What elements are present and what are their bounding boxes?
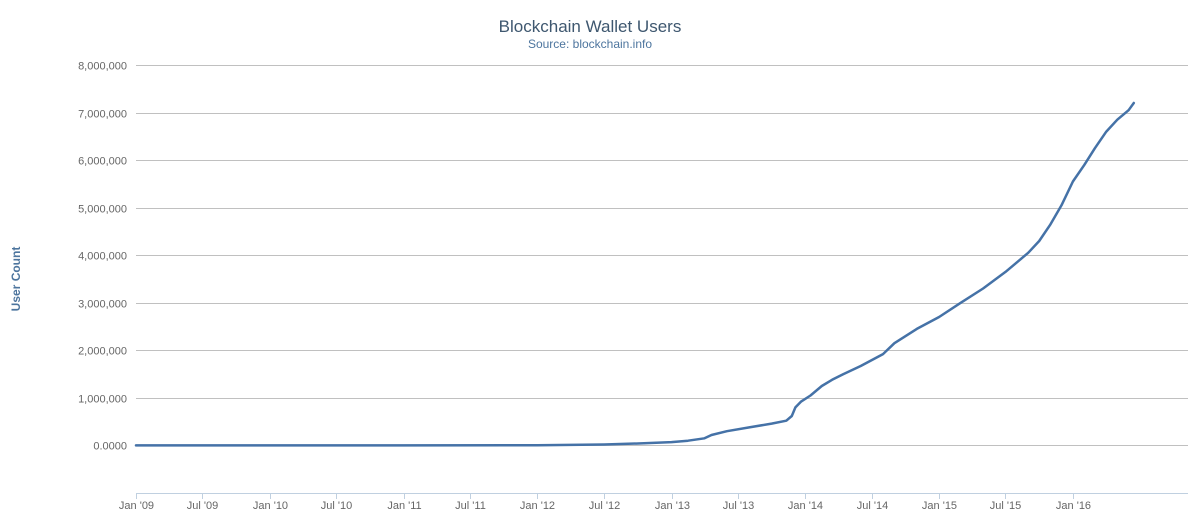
x-axis: Jan '09 Jul '09 Jan '10 Jul '10 Jan '11 Jul '… [119,493,1188,512]
y-tick-label: 1,000,000 [78,394,127,406]
chart-title: Blockchain Wallet Users [499,17,682,36]
y-tick-label: 8,000,000 [78,61,127,73]
x-tick-label: Jan '14 [788,500,823,512]
x-tick-label: Jan '12 [520,500,555,512]
x-tick-label: Jan '11 [387,500,421,512]
x-tick-label: Jan '15 [922,500,957,512]
x-tick-label: Jan '16 [1056,500,1091,512]
y-tick-label: 5,000,000 [78,204,127,216]
y-tick-label: 3,000,000 [78,299,127,311]
x-tick-label: Jul '15 [990,500,1021,512]
x-tick-label: Jan '10 [253,500,288,512]
y-tick-label: 0.0000 [93,441,127,453]
y-axis-ticks: 0.0000 1,000,000 2,000,000 3,000,000 4,000,0… [78,61,127,453]
x-tick-label: Jul '12 [589,500,620,512]
x-tick-label: Jul '10 [321,500,352,512]
chart-subtitle: Source: blockchain.info [528,37,652,51]
x-tick-label: Jul '14 [857,500,888,512]
series-layer [134,101,1136,447]
series-line [134,101,1136,447]
x-tick-label: Jan '09 [119,500,154,512]
gridlines [136,65,1188,446]
x-tick-label: Jul '09 [187,500,218,512]
y-tick-label: 7,000,000 [78,109,127,121]
y-tick-label: 6,000,000 [78,156,127,168]
x-tick-label: Jul '11 [455,500,486,512]
y-axis-title: User Count [9,247,23,312]
y-tick-label: 4,000,000 [78,251,127,263]
x-tick-label: Jan '13 [655,500,690,512]
y-tick-label: 2,000,000 [78,346,127,358]
x-tick-label: Jul '13 [723,500,754,512]
